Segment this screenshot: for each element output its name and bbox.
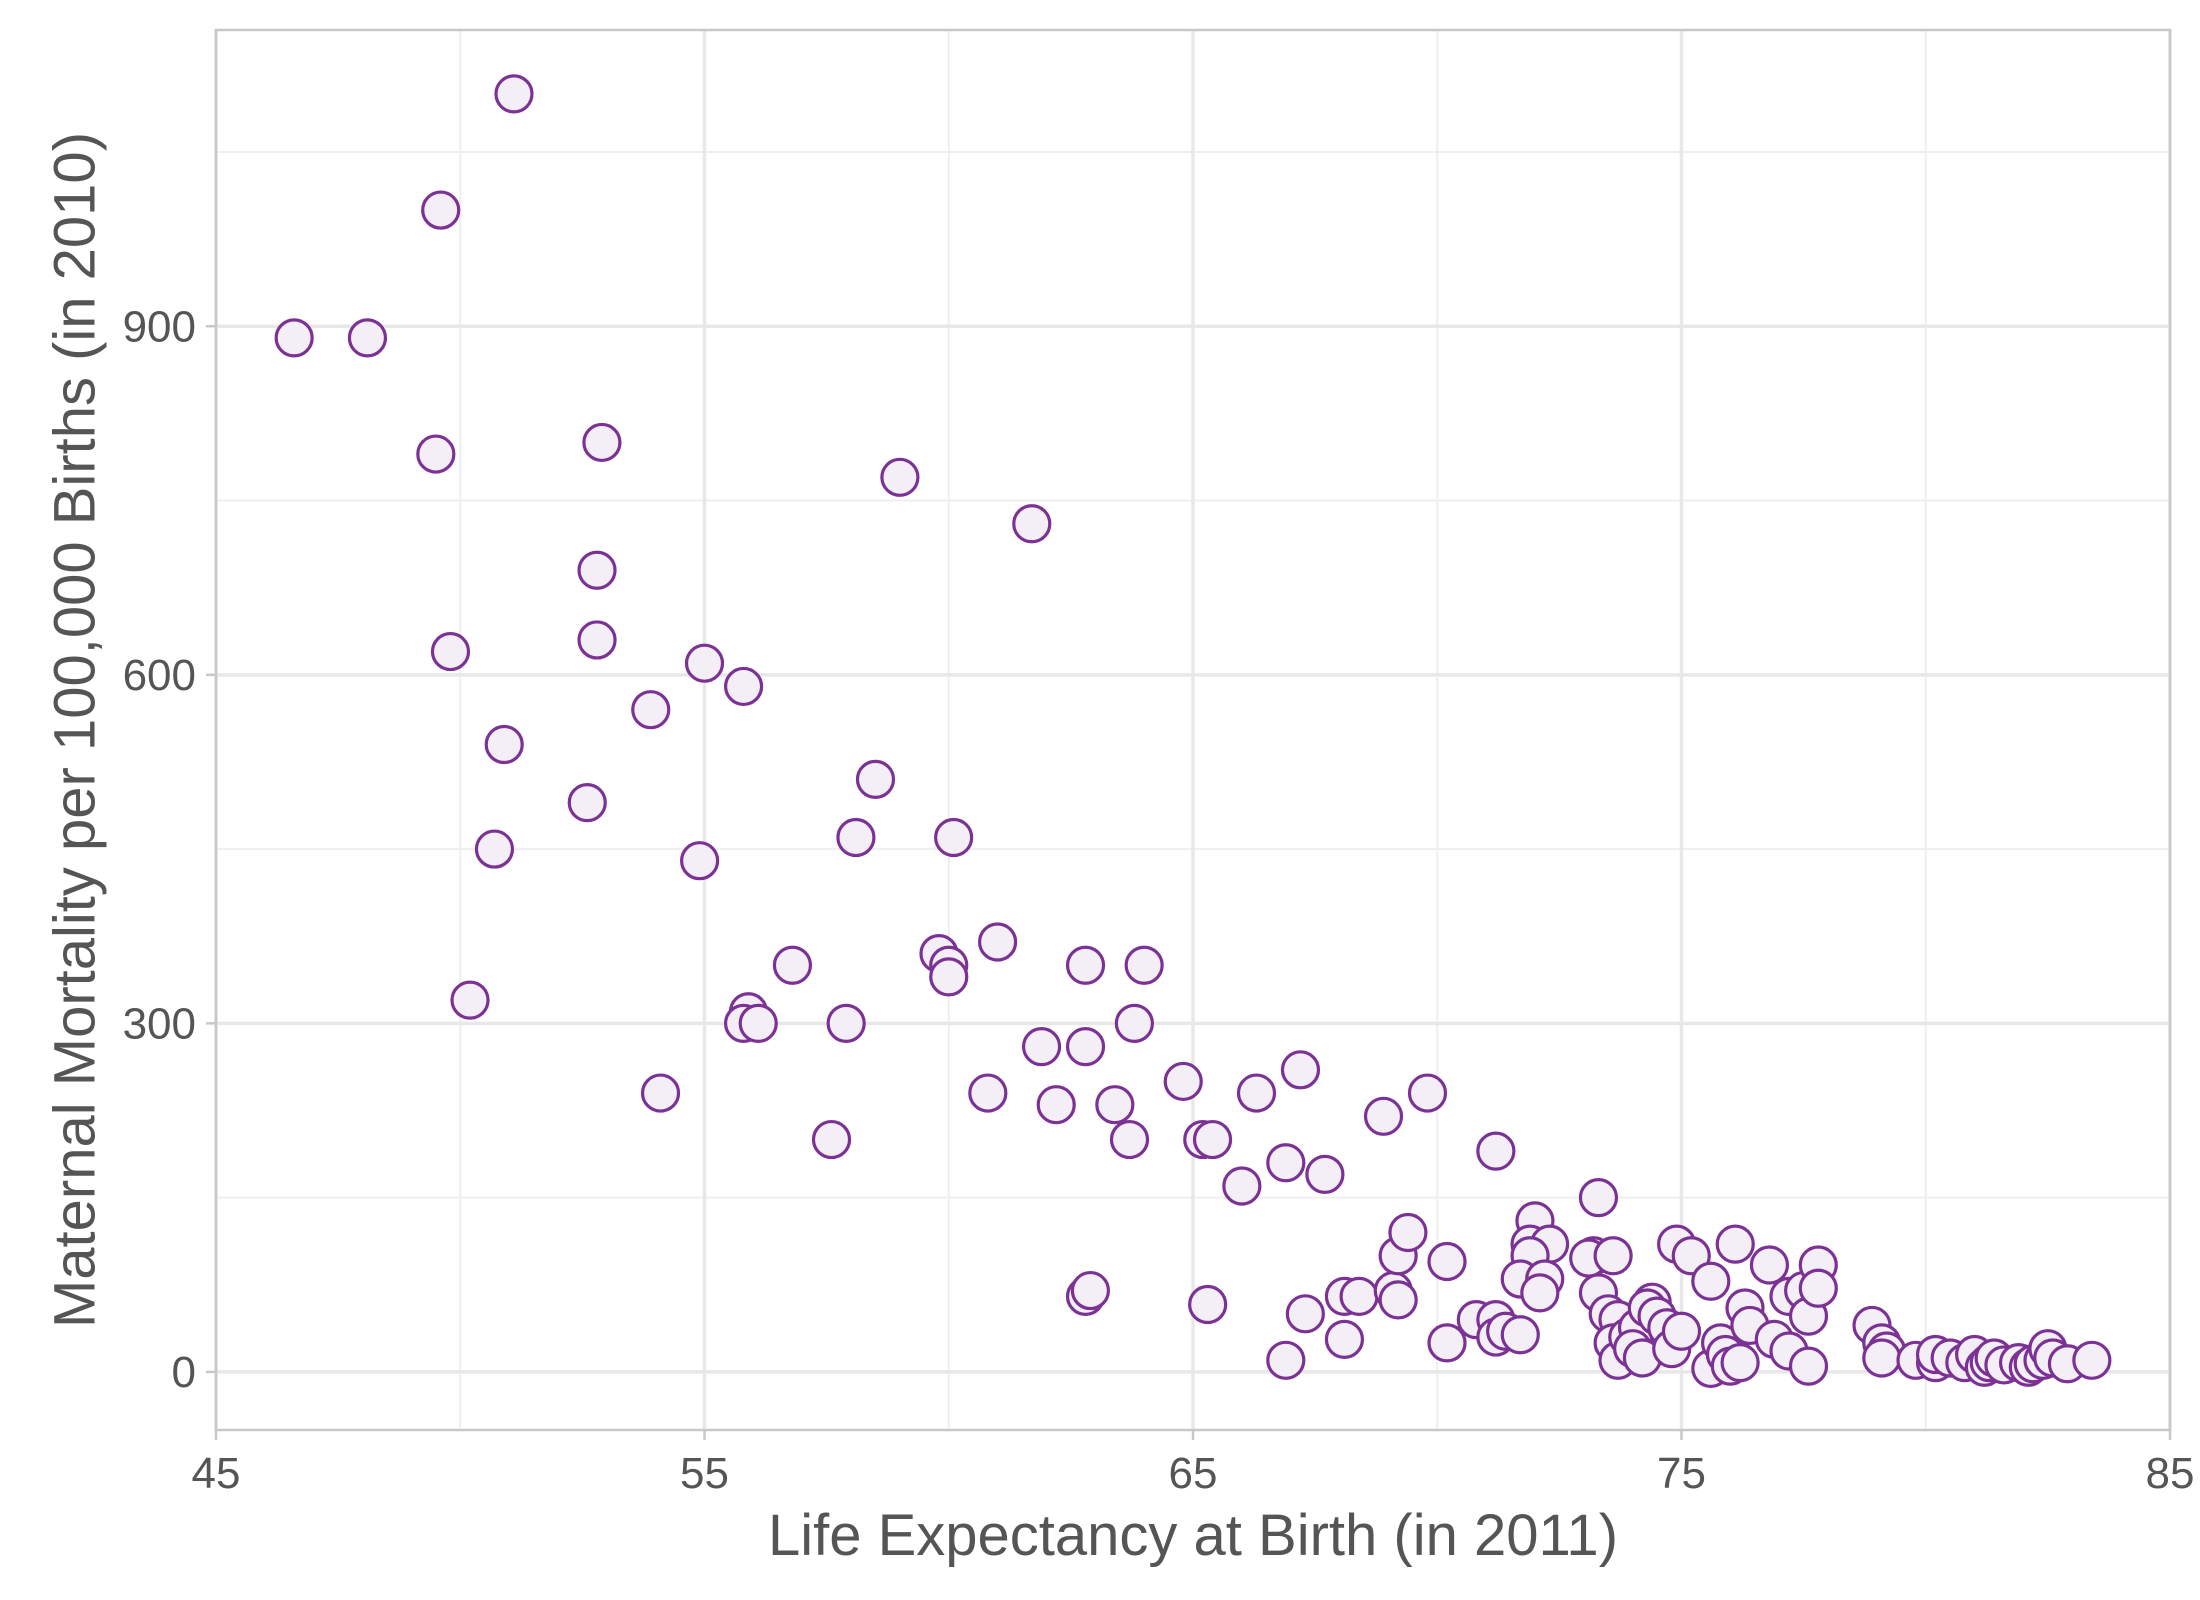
x-tick-label: 55 — [680, 1449, 729, 1498]
y-tick-label: 300 — [123, 999, 196, 1048]
y-axis-title: Maternal Mortality per 100,000 Births (i… — [43, 132, 108, 1328]
data-point — [1715, 1224, 1755, 1264]
data-point — [1798, 1268, 1838, 1308]
data-point — [1114, 1003, 1154, 1043]
data-point — [1109, 1119, 1150, 1160]
data-point — [811, 1119, 852, 1160]
data-point — [1070, 1270, 1111, 1311]
data-point — [1661, 1311, 1702, 1351]
data-point — [1427, 1323, 1467, 1363]
data-point — [1036, 1085, 1076, 1125]
data-point — [1305, 1154, 1345, 1194]
x-tick-label: 85 — [2146, 1449, 2195, 1498]
data-point — [772, 945, 813, 985]
data-point — [826, 1003, 866, 1043]
data-point — [1095, 1085, 1135, 1125]
data-point — [855, 759, 896, 799]
data-point — [738, 1003, 778, 1043]
x-axis-title: Life Expectancy at Birth (in 2011) — [768, 1503, 1618, 1568]
data-point — [1476, 1131, 1516, 1171]
data-point — [567, 783, 607, 823]
data-point — [1236, 1073, 1277, 1113]
data-point — [1671, 1236, 1711, 1276]
data-point — [582, 422, 622, 463]
data-point — [1324, 1319, 1365, 1359]
data-point — [430, 631, 471, 672]
data-point — [977, 922, 1018, 962]
data-point — [1222, 1166, 1262, 1206]
y-tick-label: 600 — [123, 651, 196, 700]
data-point — [1266, 1340, 1306, 1380]
data-point — [1339, 1276, 1379, 1316]
data-point — [2072, 1340, 2112, 1380]
data-point — [1520, 1273, 1560, 1313]
data-point — [1188, 1284, 1228, 1325]
data-point — [1749, 1245, 1790, 1285]
data-point — [1578, 1178, 1619, 1218]
data-point — [484, 724, 524, 765]
data-point — [450, 980, 490, 1020]
data-point — [1862, 1338, 1902, 1378]
axis-ticks — [206, 325, 2172, 1440]
data-point — [274, 318, 314, 358]
x-tick-label: 45 — [192, 1449, 241, 1498]
data-point — [416, 434, 456, 474]
x-tick-label: 75 — [1657, 1449, 1706, 1498]
data-point — [1124, 945, 1164, 985]
data-point — [1691, 1261, 1731, 1301]
data-point — [1593, 1236, 1633, 1276]
data-point — [680, 841, 720, 881]
data-point — [474, 829, 515, 869]
data-point — [1192, 1119, 1233, 1160]
data-point — [1065, 1026, 1106, 1067]
data-point — [1388, 1212, 1428, 1253]
data-point — [494, 74, 534, 114]
data-point — [1021, 1026, 1062, 1067]
data-point — [640, 1073, 681, 1113]
data-point — [631, 690, 671, 730]
data-point — [577, 620, 617, 660]
data-point — [1788, 1346, 1829, 1386]
y-tick-label: 0 — [172, 1348, 196, 1397]
data-point — [929, 957, 969, 997]
data-point — [577, 550, 617, 590]
data-point — [1285, 1294, 1325, 1334]
data-point — [1065, 945, 1106, 985]
data-point — [347, 318, 388, 358]
y-tick-label: 900 — [123, 302, 196, 351]
data-point — [1012, 504, 1052, 544]
data-point — [968, 1073, 1008, 1113]
data-point — [1720, 1343, 1760, 1383]
data-point — [1378, 1280, 1418, 1320]
data-point — [684, 643, 725, 683]
x-tick-label: 65 — [1169, 1449, 1218, 1498]
data-point — [1427, 1241, 1467, 1282]
tick-labels: 45 55 65 75 85 0 300 600 900 — [123, 302, 2195, 1498]
data-point — [880, 457, 920, 497]
data-points — [274, 74, 2112, 1389]
data-point — [1407, 1073, 1448, 1113]
data-point — [723, 666, 764, 707]
data-point — [934, 817, 974, 858]
data-point — [421, 190, 461, 230]
data-point — [1500, 1315, 1540, 1355]
data-point — [1163, 1061, 1203, 1102]
data-point — [1266, 1143, 1306, 1183]
data-point — [1280, 1050, 1321, 1090]
data-point — [836, 817, 876, 858]
data-point — [1363, 1096, 1404, 1136]
